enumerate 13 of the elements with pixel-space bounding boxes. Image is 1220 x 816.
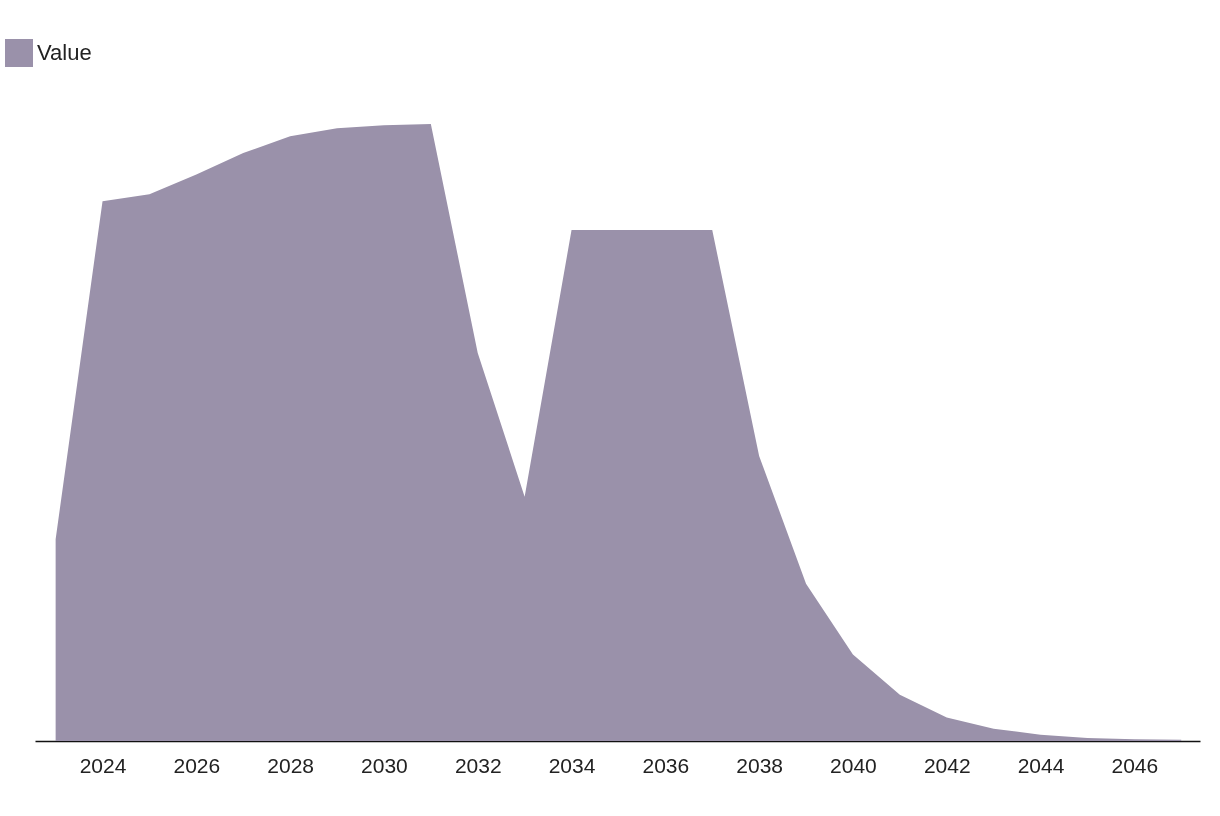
x-tick-label: 2034 xyxy=(548,753,596,777)
x-tick-label: 2046 xyxy=(1111,753,1159,777)
x-tick-label: 2040 xyxy=(830,753,877,777)
x-tick-label: 2024 xyxy=(79,753,127,777)
legend-label: Value xyxy=(37,40,92,65)
x-tick-label: 2044 xyxy=(1017,753,1065,777)
x-tick-label: 2038 xyxy=(736,753,783,777)
x-tick-label: 2032 xyxy=(454,753,502,777)
x-tick-label: 2036 xyxy=(642,753,690,777)
x-tick-label: 2026 xyxy=(173,753,221,777)
x-tick-label: 2028 xyxy=(267,753,314,777)
x-tick-label: 2042 xyxy=(923,753,971,777)
x-tick-label: 2030 xyxy=(361,753,408,777)
